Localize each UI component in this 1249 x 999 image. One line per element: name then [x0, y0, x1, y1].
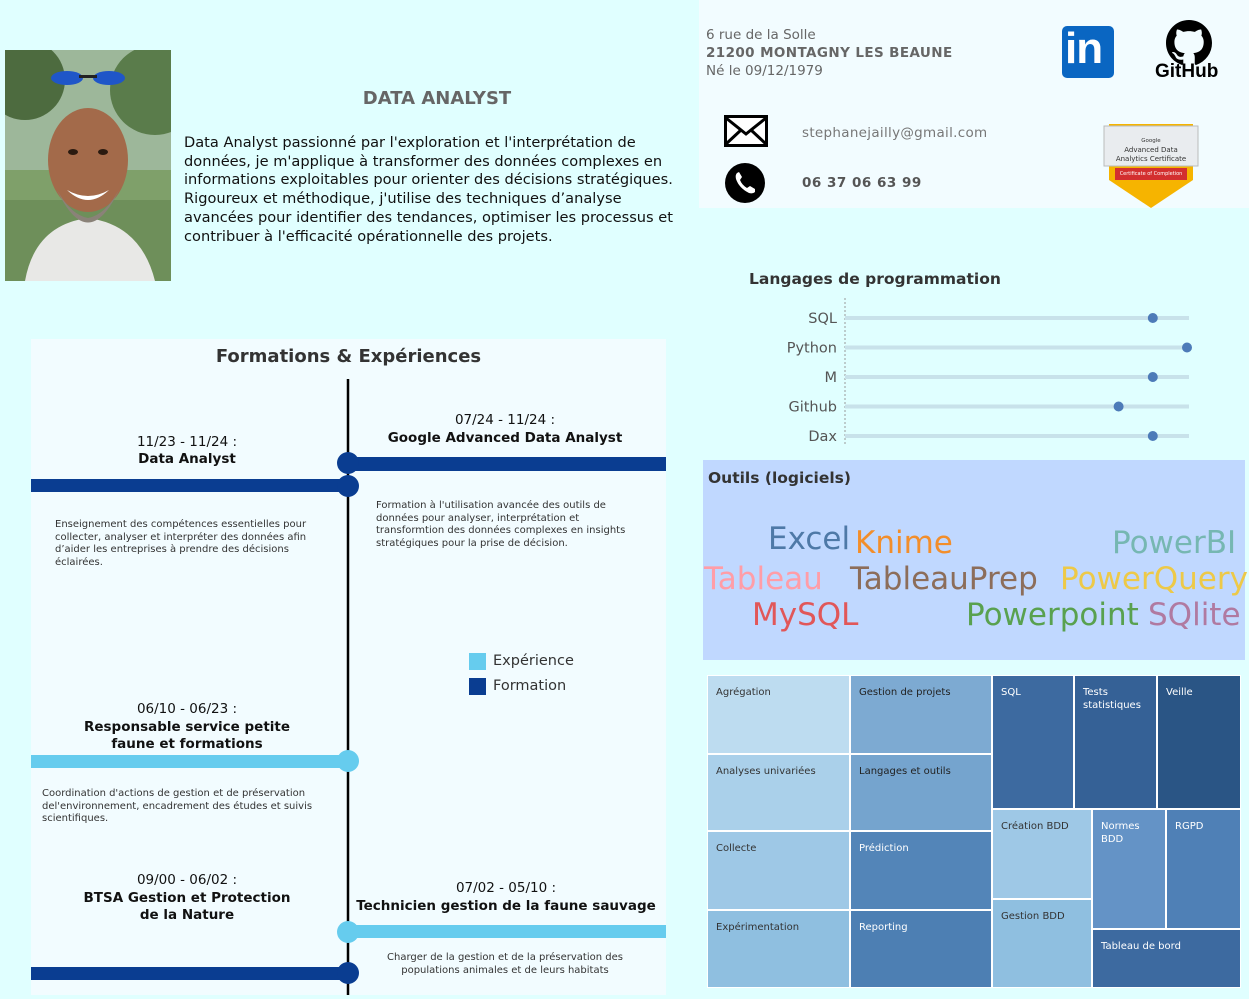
timeline-node [337, 750, 359, 772]
skill-cell: Normes BDD [1092, 809, 1166, 929]
skill-cell: Collecte [707, 831, 850, 910]
timeline-bar-formation [31, 479, 348, 492]
timeline-entry-title: Data Analyst [138, 451, 236, 467]
linkedin-icon[interactable]: in [1062, 24, 1114, 78]
timeline-entry-desc: Charger de la gestion et de la préservat… [387, 952, 623, 976]
timeline-entry-title: Responsable service petite faune et form… [83, 719, 291, 752]
linkedin-icon-text: in [1065, 24, 1103, 73]
skill-cell: Tableau de bord [1092, 929, 1241, 988]
skill-cell: Expérimentation [707, 910, 850, 988]
skill-cell: Gestion BDD [992, 899, 1092, 988]
skill-cell: Gestion de projets [850, 675, 992, 754]
timeline-entry-dates: 11/23 - 11/24 : [136, 434, 238, 450]
skill-cell: Reporting [850, 910, 992, 988]
chart-category-label: M [824, 370, 837, 386]
skills-treemap: Agrégation Analyses univariées Collecte … [707, 675, 1241, 988]
timeline-entry-dates: 07/24 - 11/24 : [454, 412, 556, 428]
skill-cell: Tests statistiques [1074, 675, 1157, 809]
timeline-entry-title: BTSA Gestion et Protection de la Nature [83, 890, 291, 923]
timeline-entry-desc: Coordination d'actions de gestion et de … [42, 788, 313, 824]
legend-label-formation: Formation [493, 678, 567, 694]
timeline-node [337, 475, 359, 497]
chart-point [1147, 372, 1158, 382]
chart-category-label: SQL [808, 311, 837, 327]
certificate-line-4: Certificate of Completion [1119, 171, 1183, 177]
timeline-entry-title: Google Advanced Data Analyst [387, 430, 623, 446]
skill-cell: RGPD [1166, 809, 1241, 929]
skill-cell: Agrégation [707, 675, 850, 754]
tool-word: PowerQuery [1060, 561, 1248, 597]
timeline-entry-desc: Enseignement des compétences essentielle… [55, 519, 307, 568]
github-label[interactable]: GitHub [1155, 61, 1219, 82]
tool-word: Excel [768, 521, 851, 557]
github-icon[interactable] [1166, 20, 1212, 66]
timeline-bar-experience [31, 755, 348, 768]
skill-cell: Prédiction [850, 831, 992, 910]
chart-category-label: Python [787, 341, 837, 357]
legend-label-experience: Expérience [493, 653, 574, 669]
languages-chart: SQL Python M Github Dax [787, 298, 1192, 446]
timeline-node [337, 921, 359, 943]
chart-point [1113, 401, 1124, 412]
timeline-node [337, 452, 359, 474]
certificate-line-1: Google [1141, 138, 1161, 144]
tools-panel [703, 460, 1245, 660]
tools-title: Outils (logiciels) [708, 469, 851, 487]
timeline-graphic [31, 379, 666, 995]
timeline-entry-dates: 06/10 - 06/23 : [136, 701, 238, 717]
chart-category-label: Dax [808, 429, 837, 445]
bio-paragraph: Data Analyst passionné par l'exploration… [184, 134, 673, 245]
mail-icon [724, 115, 768, 147]
tool-word: SQlite [1148, 597, 1241, 633]
timeline-entry-desc: Formation à l'utilisation avancée des ou… [376, 500, 626, 549]
page-title: DATA ANALYST [362, 88, 512, 109]
phone-icon [724, 162, 766, 204]
profile-photo [5, 50, 171, 281]
timeline-entry-dates: 09/00 - 06/02 : [136, 872, 238, 888]
timeline-entry-title: Technicien gestion de la faune sauvage [356, 898, 656, 914]
address-street: 6 rue de la Solle [706, 27, 816, 43]
tool-word: PowerBI [1112, 525, 1237, 561]
tool-word: TableauPrep [850, 561, 1038, 597]
skill-cell: SQL [992, 675, 1074, 809]
address-city: 21200 MONTAGNY LES BEAUNE [706, 45, 953, 61]
skill-cell: Création BDD [992, 809, 1092, 899]
timeline-bar-experience [348, 925, 666, 938]
email-link[interactable]: stephanejailly@gmail.com [802, 125, 988, 141]
chart-category-label: Github [788, 400, 837, 416]
legend-swatch-experience [469, 653, 486, 670]
timeline-bar-formation [31, 967, 348, 980]
tool-word: MySQL [752, 597, 859, 633]
chart-point [1147, 313, 1158, 323]
skill-cell: Veille [1157, 675, 1241, 809]
google-certificate-badge[interactable]: Google Advanced Data Analytics Certifica… [1101, 124, 1201, 208]
tool-word: Knime [855, 525, 953, 561]
timeline-bar-formation [348, 457, 666, 471]
timeline-node [337, 962, 359, 984]
tool-word: Powerpoint [966, 597, 1139, 633]
chart-point [1182, 342, 1192, 353]
birth-date: Né le 09/12/1979 [706, 63, 823, 79]
timeline-title: Formations & Expériences [215, 346, 482, 367]
skill-cell: Langages et outils [850, 754, 992, 831]
chart-point [1147, 431, 1158, 441]
tool-word: Tableau [704, 561, 823, 597]
skill-cell: Analyses univariées [707, 754, 850, 831]
certificate-line-3: Analytics Certificate [1115, 155, 1187, 163]
timeline-entry-dates: 07/02 - 05/10 : [455, 880, 557, 896]
legend-swatch-formation [469, 678, 486, 695]
phone-number: 06 37 06 63 99 [802, 175, 922, 191]
languages-chart-title: Langages de programmation [749, 270, 1001, 288]
certificate-line-2: Advanced Data [1124, 146, 1178, 154]
